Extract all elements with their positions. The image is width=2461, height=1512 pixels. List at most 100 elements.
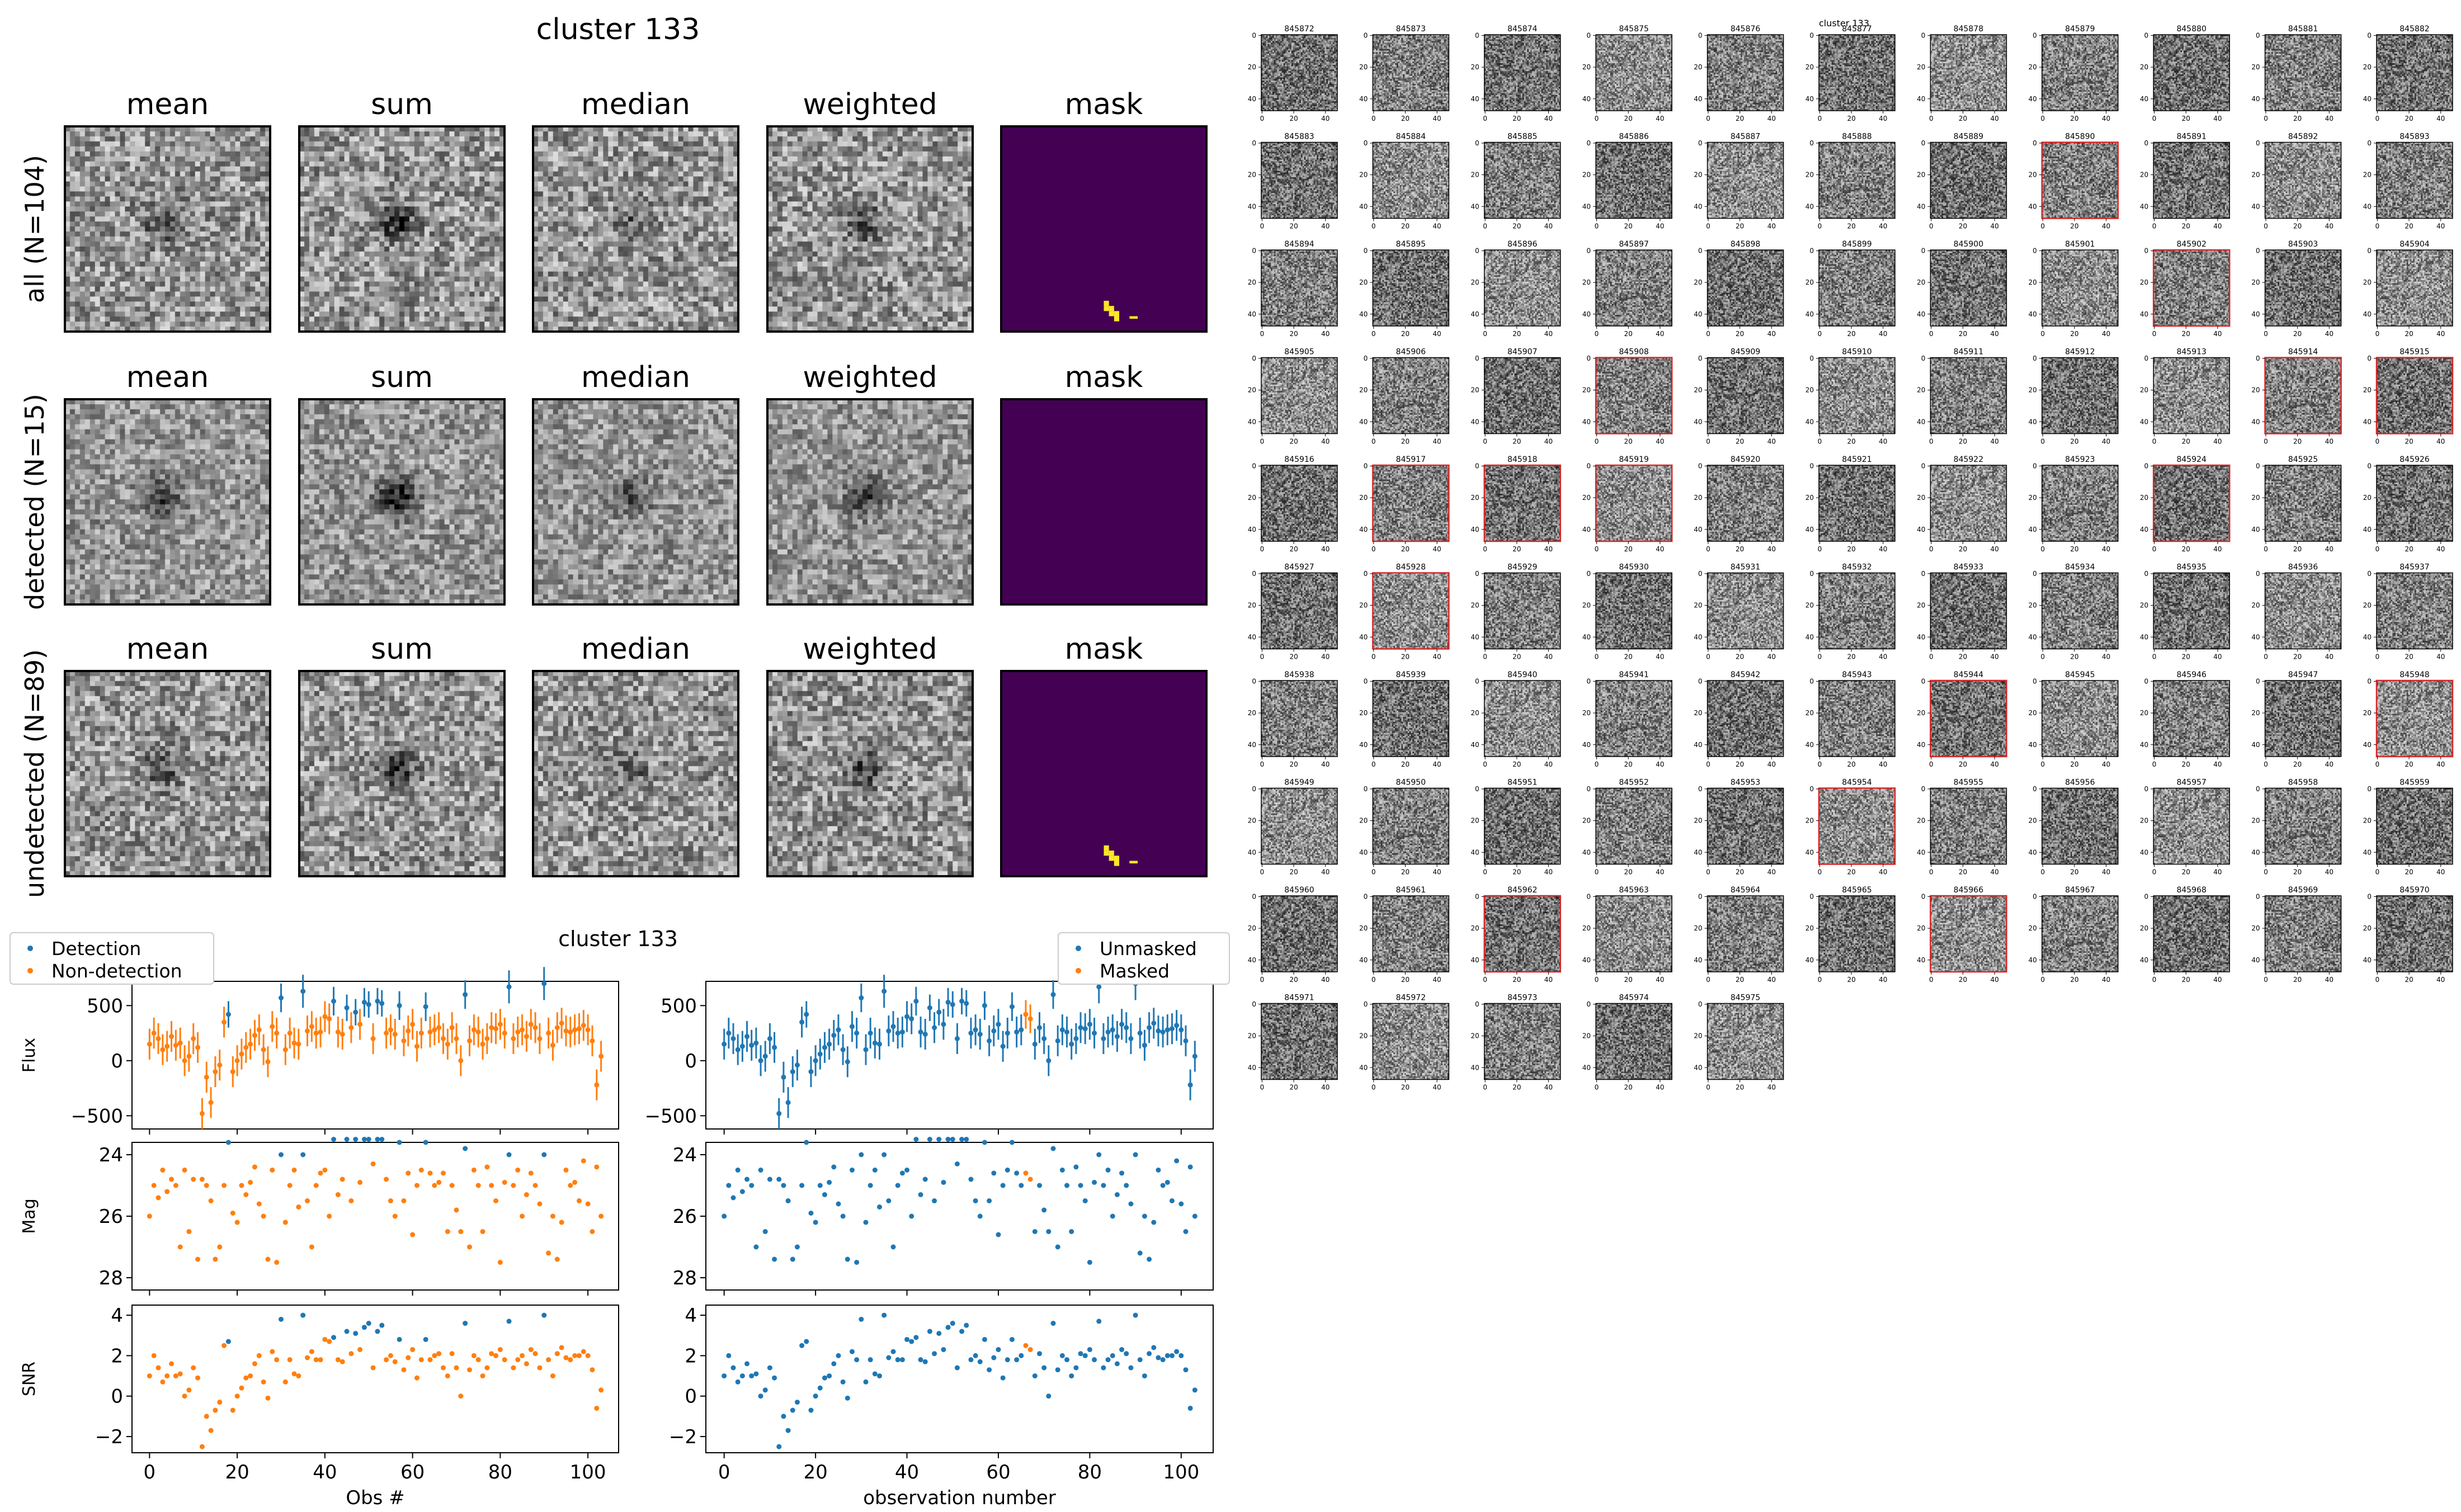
data-point	[758, 1058, 763, 1064]
legend-label: Masked	[1100, 960, 1170, 982]
data-point	[520, 1027, 525, 1033]
y-tick-label: 0	[2033, 462, 2037, 470]
data-point	[239, 1385, 244, 1391]
x-tick-label: 40	[1991, 330, 1999, 338]
data-point	[845, 1059, 850, 1065]
stamp-id-label: 845879	[2065, 25, 2095, 34]
data-point	[1027, 1016, 1033, 1022]
data-point	[1009, 1004, 1015, 1009]
data-point	[749, 1373, 755, 1379]
x-tick-label: 0	[1371, 223, 1376, 230]
stamp-id-label: 845910	[1842, 348, 1871, 357]
data-point	[1005, 1031, 1010, 1036]
y-tick-label: 40	[1471, 741, 1479, 749]
data-point	[463, 1321, 468, 1326]
y-tick-label: 20	[1917, 278, 1925, 286]
data-point	[489, 1025, 494, 1031]
data-point	[155, 1365, 161, 1371]
data-point	[554, 1025, 560, 1031]
x-tick-label: 40	[1544, 438, 1553, 446]
stamp-image	[1707, 465, 1784, 541]
data-point	[739, 1043, 745, 1049]
x-tick-label: 20	[1512, 653, 1521, 661]
y-tick-label: 40	[1471, 526, 1479, 533]
data-point	[164, 1373, 170, 1379]
y-tick-label: 0	[2256, 570, 2260, 578]
data-point	[1187, 1082, 1193, 1088]
data-point	[767, 1036, 772, 1041]
x-tick-label: 0	[1483, 438, 1487, 446]
x-tick-label: 40	[2325, 868, 2333, 876]
data-point	[147, 1213, 152, 1219]
y-tick-label: 0	[1475, 247, 1479, 254]
stamp-image	[1819, 250, 1895, 326]
y-tick-label: 0	[1364, 785, 1368, 793]
x-tick-label: 0	[1595, 760, 1599, 768]
x-tick-label: 0	[1595, 330, 1599, 338]
y-tick-label: 20	[2140, 386, 2148, 394]
x-tick-label: 40	[1767, 1084, 1776, 1092]
stamp-image	[1930, 681, 2007, 757]
y-tick-label: 0	[1921, 31, 1926, 39]
mask-pixel	[1104, 850, 1109, 856]
stamp-highlight-frame	[1595, 464, 1673, 542]
x-tick-label: 0	[1595, 545, 1599, 553]
y-tick-label: 0	[1921, 355, 1926, 362]
data-point	[576, 1026, 582, 1032]
data-point	[331, 1335, 337, 1340]
x-tick-label: 20	[1401, 438, 1409, 446]
data-point	[313, 1183, 319, 1188]
data-point	[204, 1414, 209, 1419]
data-point	[471, 1353, 477, 1358]
y-tick-label: 40	[1694, 956, 1702, 964]
data-point	[401, 1038, 407, 1043]
x-tick-label: 0	[1483, 330, 1487, 338]
stamp-id-label: 845880	[2176, 25, 2206, 34]
y-tick-label: −2	[95, 1426, 123, 1448]
y-tick-label: 0	[1475, 677, 1479, 685]
data-point	[568, 1029, 573, 1035]
stamp-id-label: 845896	[1507, 240, 1538, 249]
stamp-highlight-frame	[1595, 357, 1673, 434]
data-point	[204, 1183, 209, 1188]
data-point	[309, 1024, 314, 1029]
data-point	[758, 1393, 763, 1399]
data-point	[890, 1024, 896, 1029]
y-tick-label: 40	[1582, 741, 1591, 749]
y-tick-label: 20	[2029, 171, 2037, 179]
data-point	[909, 1016, 914, 1022]
data-point	[1174, 1158, 1180, 1164]
data-point	[344, 1137, 350, 1142]
stamp-id-label: 845975	[1731, 994, 1760, 1003]
stamp-id-label: 845876	[1731, 25, 1761, 34]
x-tick-label: 0	[1371, 976, 1376, 984]
y-tick-label: 0	[2033, 785, 2037, 793]
data-point	[568, 1357, 573, 1363]
data-point	[449, 1351, 455, 1357]
y-tick-label: 0	[2033, 570, 2037, 578]
y-tick-label: 40	[1359, 202, 1368, 210]
data-point	[563, 1355, 569, 1360]
data-point	[274, 1031, 280, 1036]
x-tick-label: 0	[1929, 868, 1934, 876]
data-point	[401, 1367, 407, 1373]
y-tick-label: 20	[2251, 924, 2260, 932]
x-tick-label: 20	[1959, 115, 1967, 122]
x-tick-label: 40	[1879, 760, 1887, 768]
stamp-image	[2377, 35, 2453, 111]
data-point	[996, 1022, 1001, 1027]
stamp-image	[1373, 357, 1449, 434]
x-tick-label: 40	[2436, 438, 2445, 446]
y-tick-label: 40	[1917, 95, 1925, 103]
stamp-frame	[2042, 572, 2119, 650]
stamp-id-label: 845954	[1842, 778, 1872, 787]
x-tick-label: 20	[2182, 760, 2190, 768]
data-point	[845, 1256, 850, 1262]
data-point	[440, 1365, 446, 1371]
y-tick-label: 20	[1248, 924, 1256, 932]
x-tick-label: 0	[1706, 223, 1710, 230]
data-point	[918, 1192, 923, 1197]
data-point	[256, 1027, 262, 1033]
data-point	[744, 1361, 750, 1367]
y-tick-label: 0	[1921, 570, 1926, 578]
